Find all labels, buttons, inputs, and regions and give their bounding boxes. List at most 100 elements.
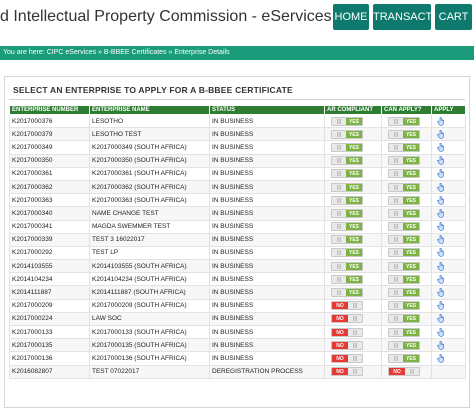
ar-compliant-value: YES xyxy=(346,117,362,125)
enterprise-number: K2017000292 xyxy=(9,245,90,261)
enterprise-status: IN BUSINESS xyxy=(209,127,325,142)
home-button[interactable]: HOME xyxy=(333,4,369,30)
hand-pointer-icon[interactable] xyxy=(437,353,445,363)
enterprise-status: IN BUSINESS xyxy=(209,206,325,221)
enterprise-status: IN BUSINESS xyxy=(209,285,325,300)
ar-compliant-value: YES xyxy=(346,143,362,151)
ar-compliant-cell: ||| YES xyxy=(324,206,382,221)
can-apply-cell: ||| YES xyxy=(381,140,432,155)
can-apply-value: YES xyxy=(403,117,419,125)
hand-pointer-icon[interactable] xyxy=(437,274,445,284)
table-row: K2017000292 TEST LP IN BUSINESS ||| YES ||| YE… xyxy=(9,245,466,261)
can-apply-toggle: ||| YES xyxy=(388,142,420,152)
enterprise-number: K2017000376 xyxy=(9,113,90,129)
apply-cell xyxy=(431,298,466,313)
enterprise-name: K2017000349 (SOUTH AFRICA) xyxy=(89,140,210,155)
can-apply-toggle: ||| YES xyxy=(388,248,420,258)
enterprise-name: LAW SOC xyxy=(89,311,210,327)
hand-pointer-icon[interactable] xyxy=(437,195,445,205)
ar-compliant-cell: NO ||| xyxy=(324,338,382,353)
toggle-off-segment: ||| xyxy=(389,328,403,336)
hand-pointer-icon[interactable] xyxy=(437,129,445,139)
can-apply-cell: NO ||| xyxy=(381,364,432,379)
toggle-off-segment: ||| xyxy=(348,302,362,310)
col-enterprise-name: ENTERPRISE NAME xyxy=(89,105,210,115)
toggle-off-segment: ||| xyxy=(348,341,362,349)
can-apply-toggle: ||| YES xyxy=(388,340,420,350)
table-row: K2017000340 NAME CHANGE TEST IN BUSINESS ||… xyxy=(9,206,466,221)
hand-pointer-icon[interactable] xyxy=(437,221,445,231)
ar-compliant-cell: NO ||| xyxy=(324,324,382,340)
enterprise-status: IN BUSINESS xyxy=(209,219,325,234)
hand-pointer-icon[interactable] xyxy=(437,314,445,324)
enterprise-number: K2017000136 xyxy=(9,351,90,366)
toggle-off-segment: ||| xyxy=(389,249,403,257)
can-apply-value: YES xyxy=(403,223,419,231)
cart-button[interactable]: CART xyxy=(435,4,472,30)
header: d Intellectual Property Commission - eSe… xyxy=(0,0,474,40)
enterprise-status: IN BUSINESS xyxy=(209,232,325,247)
toggle-off-segment: ||| xyxy=(332,117,346,125)
toggle-off-segment: ||| xyxy=(389,157,403,165)
table-row: K2017000133 K2017000133 (SOUTH AFRICA) IN … xyxy=(9,324,466,340)
table-row: K2017000341 MAGDA SWEMMER TEST IN BUSINESS… xyxy=(9,219,466,234)
apply-cell xyxy=(431,127,466,142)
ar-compliant-cell: ||| YES xyxy=(324,259,382,274)
ar-compliant-value: YES xyxy=(346,157,362,165)
ar-compliant-value: NO xyxy=(332,315,348,323)
can-apply-toggle: ||| YES xyxy=(388,116,420,126)
apply-cell xyxy=(431,338,466,353)
table-row: K2017000209 K2017000209 (SOUTH AFRICA) IN … xyxy=(9,298,466,313)
toggle-off-segment: ||| xyxy=(389,130,403,138)
hand-pointer-icon[interactable] xyxy=(437,155,445,165)
hand-pointer-icon[interactable] xyxy=(437,182,445,192)
ar-compliant-toggle: ||| YES xyxy=(331,208,363,218)
ar-compliant-toggle: ||| YES xyxy=(331,142,363,152)
table-row: K2014104234 K2014104234 (SOUTH AFRICA) IN … xyxy=(9,272,466,287)
hand-pointer-icon[interactable] xyxy=(437,327,445,337)
enterprise-status: IN BUSINESS xyxy=(209,245,325,261)
can-apply-toggle: ||| YES xyxy=(388,129,420,139)
toggle-off-segment: ||| xyxy=(389,223,403,231)
enterprise-name: K2017000135 (SOUTH AFRICA) xyxy=(89,338,210,353)
ar-compliant-toggle: ||| YES xyxy=(331,235,363,245)
hand-pointer-icon[interactable] xyxy=(437,142,445,152)
enterprise-status: IN BUSINESS xyxy=(209,153,325,168)
hand-pointer-icon[interactable] xyxy=(437,168,445,179)
hand-pointer-icon[interactable] xyxy=(437,116,445,126)
can-apply-toggle: ||| YES xyxy=(388,182,420,192)
hand-pointer-icon[interactable] xyxy=(437,340,445,350)
hand-pointer-icon[interactable] xyxy=(437,300,445,310)
enterprise-name: K2017000133 (SOUTH AFRICA) xyxy=(89,324,210,340)
panel-divider xyxy=(9,99,465,100)
hand-pointer-icon[interactable] xyxy=(437,287,445,297)
can-apply-cell: ||| YES xyxy=(381,245,432,261)
hand-pointer-icon[interactable] xyxy=(437,248,445,258)
apply-cell xyxy=(431,351,466,366)
toggle-off-segment: ||| xyxy=(389,302,403,310)
table-row: K2017000136 K2017000136 (SOUTH AFRICA) IN … xyxy=(9,351,466,366)
enterprise-number: K2017000361 xyxy=(9,166,90,181)
can-apply-value: YES xyxy=(403,328,419,336)
ar-compliant-value: YES xyxy=(346,130,362,138)
ar-compliant-value: YES xyxy=(346,196,362,204)
can-apply-cell: ||| YES xyxy=(381,179,432,195)
can-apply-toggle: ||| YES xyxy=(388,195,420,205)
ar-compliant-cell: NO ||| xyxy=(324,311,382,327)
can-apply-cell: ||| YES xyxy=(381,206,432,221)
can-apply-toggle: ||| YES xyxy=(388,169,420,179)
apply-cell xyxy=(431,364,466,379)
col-status: STATUS xyxy=(209,105,325,115)
ar-compliant-value: NO xyxy=(332,341,348,349)
hand-pointer-icon[interactable] xyxy=(437,208,445,218)
toggle-off-segment: ||| xyxy=(389,209,403,217)
ar-compliant-cell: ||| YES xyxy=(324,113,382,129)
hand-pointer-icon[interactable] xyxy=(437,261,445,271)
transact-button[interactable]: TRANSACT xyxy=(373,4,432,30)
hand-pointer-icon[interactable] xyxy=(437,234,445,244)
enterprise-name: K2017000363 (SOUTH AFRICA) xyxy=(89,193,210,208)
can-apply-cell: ||| YES xyxy=(381,166,432,181)
ar-compliant-toggle: ||| YES xyxy=(331,288,363,298)
can-apply-cell: ||| YES xyxy=(381,298,432,313)
enterprise-name: K2017000362 (SOUTH AFRICA) xyxy=(89,179,210,195)
